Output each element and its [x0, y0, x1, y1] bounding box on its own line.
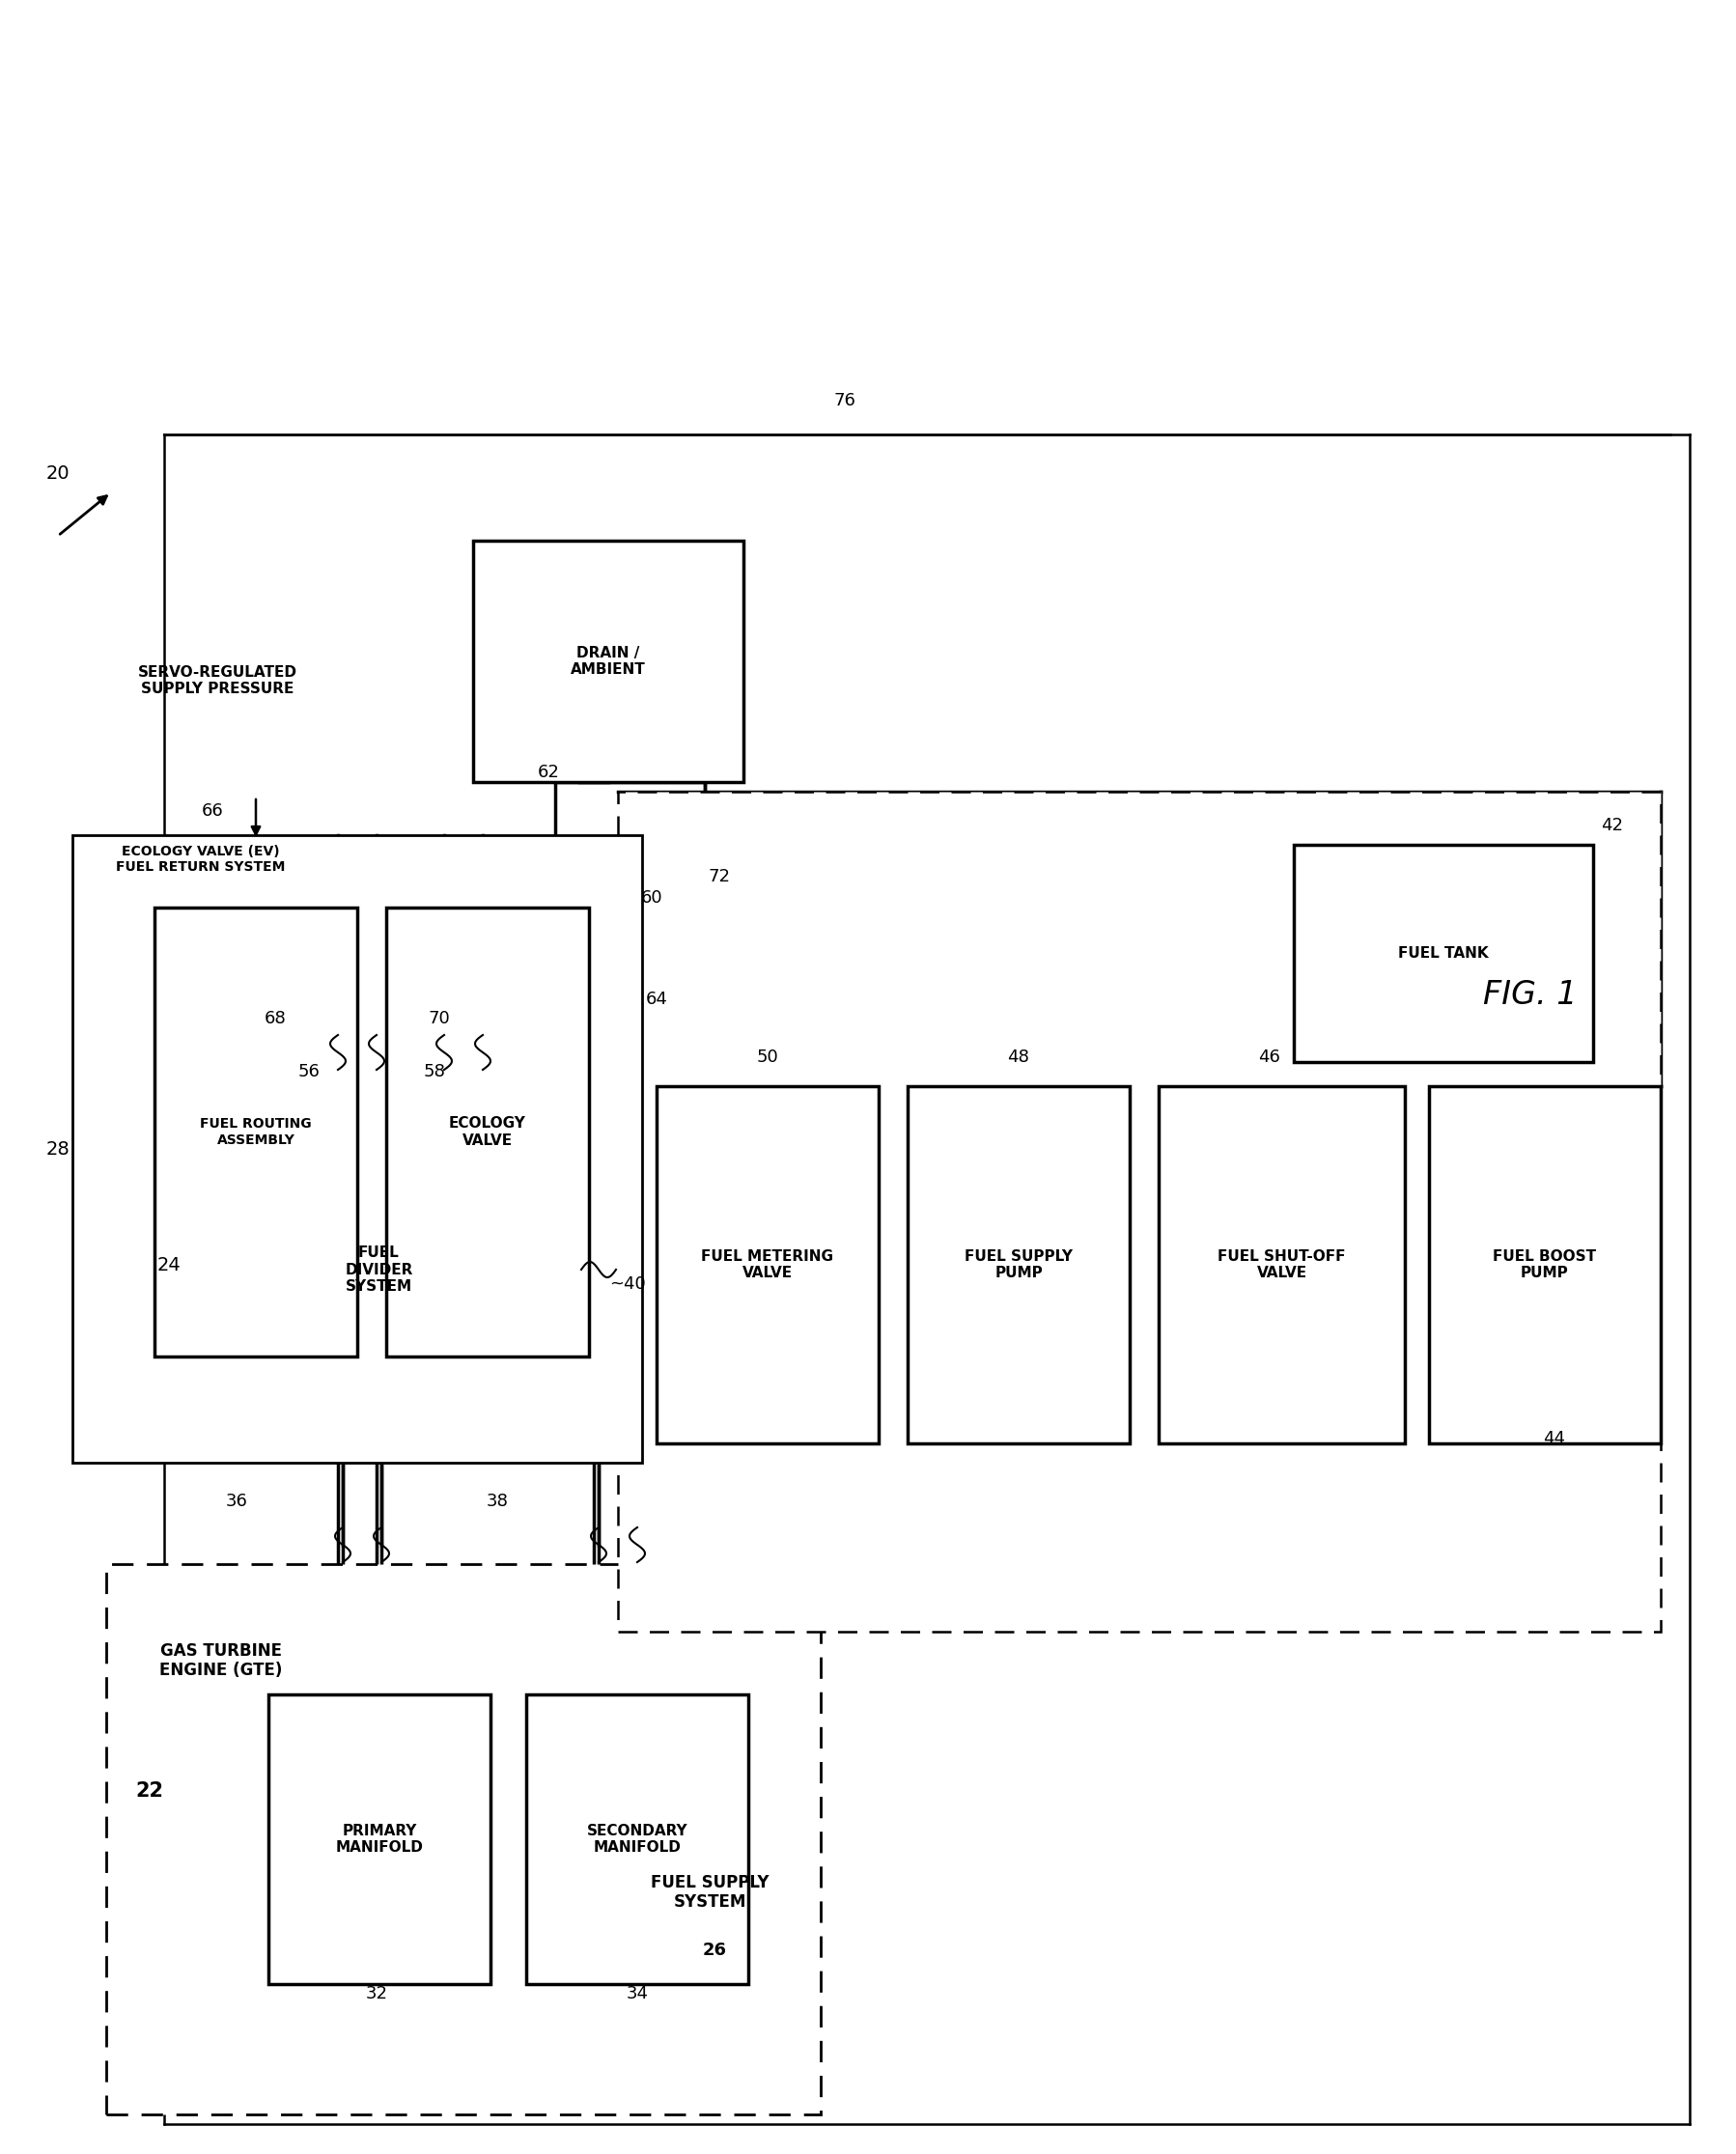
Text: 76: 76: [833, 392, 856, 409]
Text: 60: 60: [641, 890, 663, 907]
Text: FUEL SUPPLY
SYSTEM: FUEL SUPPLY SYSTEM: [651, 1874, 769, 1911]
Text: 70: 70: [429, 1010, 450, 1027]
Text: DRAIN /
AMBIENT: DRAIN / AMBIENT: [571, 646, 646, 676]
Bar: [1158, 1086, 1404, 1443]
Bar: [526, 1695, 748, 1984]
Bar: [656, 1086, 878, 1443]
Text: SERVO-REGULATED
SUPPLY PRESSURE: SERVO-REGULATED SUPPLY PRESSURE: [137, 666, 297, 696]
Text: 66: 66: [201, 801, 224, 821]
Bar: [155, 907, 358, 1357]
Text: FUEL METERING
VALVE: FUEL METERING VALVE: [701, 1249, 833, 1279]
Text: GAS TURBINE
ENGINE (GTE): GAS TURBINE ENGINE (GTE): [160, 1641, 283, 1680]
Bar: [474, 541, 743, 782]
Text: 34: 34: [627, 1986, 648, 2003]
Text: 68: 68: [264, 1010, 286, 1027]
Bar: [269, 1695, 491, 1984]
Text: 22: 22: [135, 1781, 163, 1801]
Text: 58: 58: [424, 1064, 446, 1081]
Text: SECONDARY
MANIFOLD: SECONDARY MANIFOLD: [587, 1824, 687, 1855]
Text: 20: 20: [47, 463, 69, 482]
Text: 50: 50: [757, 1049, 778, 1066]
Bar: [618, 793, 1661, 1633]
Text: 46: 46: [1259, 1049, 1281, 1066]
Bar: [1429, 1086, 1661, 1443]
Text: 24: 24: [156, 1256, 181, 1273]
Bar: [73, 836, 642, 1463]
Text: FIG. 1: FIG. 1: [1483, 978, 1578, 1010]
Text: 42: 42: [1601, 816, 1623, 834]
Text: ~40: ~40: [609, 1275, 646, 1292]
Text: 44: 44: [1543, 1430, 1566, 1447]
Text: 28: 28: [45, 1139, 69, 1159]
Text: FUEL SHUT-OFF
VALVE: FUEL SHUT-OFF VALVE: [1217, 1249, 1345, 1279]
Text: 72: 72: [708, 868, 731, 885]
Text: 62: 62: [538, 765, 559, 782]
Bar: [1293, 844, 1594, 1062]
Text: ECOLOGY VALVE (EV)
FUEL RETURN SYSTEM: ECOLOGY VALVE (EV) FUEL RETURN SYSTEM: [116, 844, 285, 875]
Text: PRIMARY
MANIFOLD: PRIMARY MANIFOLD: [335, 1824, 424, 1855]
Bar: [193, 1090, 564, 1447]
Text: FUEL TANK: FUEL TANK: [1397, 946, 1489, 961]
Bar: [106, 1564, 821, 2115]
Text: 56: 56: [299, 1064, 319, 1081]
Text: 32: 32: [366, 1986, 387, 2003]
Text: FUEL ROUTING
ASSEMBLY: FUEL ROUTING ASSEMBLY: [200, 1118, 312, 1146]
Bar: [908, 1086, 1130, 1443]
Text: 38: 38: [486, 1493, 509, 1510]
Text: FUEL BOOST
PUMP: FUEL BOOST PUMP: [1493, 1249, 1597, 1279]
Text: 48: 48: [1007, 1049, 1029, 1066]
Text: 36: 36: [226, 1493, 248, 1510]
Text: FUEL SUPPLY
PUMP: FUEL SUPPLY PUMP: [965, 1249, 1073, 1279]
Bar: [385, 907, 589, 1357]
Text: 64: 64: [646, 991, 668, 1008]
Text: FUEL
DIVIDER
SYSTEM: FUEL DIVIDER SYSTEM: [345, 1245, 413, 1295]
Text: 26: 26: [703, 1941, 727, 1958]
Text: ECOLOGY
VALVE: ECOLOGY VALVE: [450, 1116, 526, 1148]
